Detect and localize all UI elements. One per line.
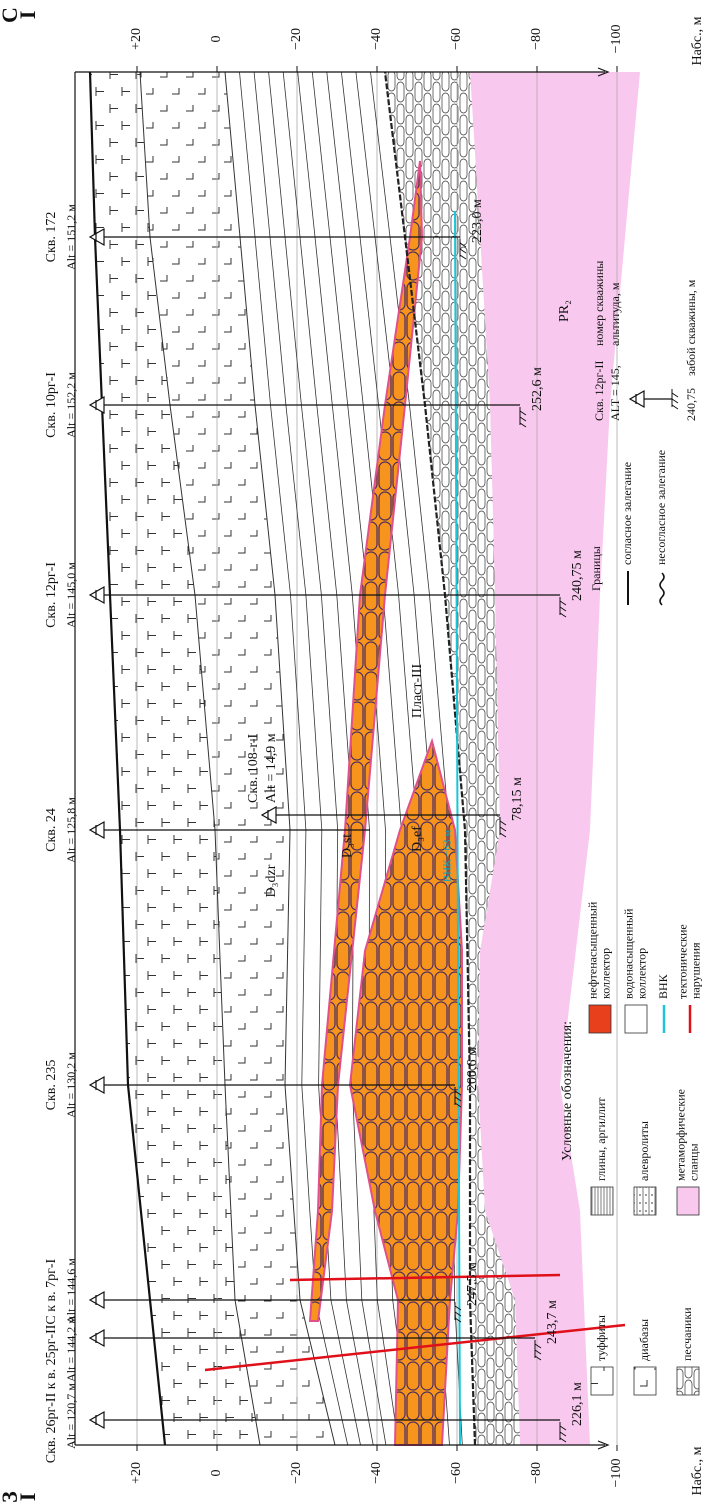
y-tick-label: −20 <box>289 28 304 50</box>
legend-label: 240,75 <box>684 388 698 421</box>
legend-swatch <box>660 573 664 605</box>
formation-label: PR₂ <box>557 300 572 322</box>
y-tick-label: −40 <box>369 28 384 50</box>
y-tick-label: −20 <box>289 1462 304 1484</box>
formation-label: D₃ef <box>410 826 425 852</box>
axis-title: Набс., м <box>690 16 705 65</box>
well-depth: 78,15 м <box>510 777 525 821</box>
legend-label: ВНК <box>656 973 670 999</box>
legend-label: согласное залегание <box>620 462 634 565</box>
derrick <box>90 397 104 413</box>
derrick <box>90 1412 104 1428</box>
y-tick-label: −100 <box>609 25 624 54</box>
legend-label: номер скважины <box>592 261 606 346</box>
section-end-number: I <box>15 1493 40 1502</box>
legend-label: нефтенасыщенный <box>585 901 599 999</box>
legend-label: несогласное залегание <box>654 450 668 565</box>
legend-label: песчаники <box>680 1307 694 1361</box>
derrick <box>90 1077 104 1093</box>
well-name: Скв. 108-r-I <box>246 734 261 803</box>
derrick <box>90 1330 104 1346</box>
formation-label: Пласт-III <box>410 664 425 719</box>
legend-label: альтитуда, м <box>608 282 622 346</box>
well-depth: 226,1 м <box>570 1382 585 1426</box>
derrick <box>90 822 104 838</box>
legend-swatch <box>677 1187 699 1215</box>
well-alt: Alt = 152,2 м <box>64 372 78 438</box>
well-name: Скв. 235 <box>44 1060 59 1111</box>
derrick <box>630 391 644 407</box>
well-alt: Alt = 145,0 м <box>64 562 78 628</box>
y-tick-label: 0 <box>209 36 224 43</box>
legend-label: глины, аргиллит <box>594 1097 608 1181</box>
legend-label: сланцы <box>686 1143 700 1181</box>
legend-swatch <box>591 1187 613 1215</box>
well-alt: Alt = 120,7 м <box>64 1383 78 1449</box>
legend-swatch <box>591 1367 613 1395</box>
well-depth: 200,6 м <box>465 1047 480 1091</box>
derrick <box>90 1292 104 1308</box>
legend-swatch <box>589 1005 611 1033</box>
legend-label: туффиты <box>594 1315 608 1361</box>
well-alt: Alt = 14,9 м <box>264 733 279 803</box>
well-alt: Alt = 125,8 м <box>64 797 78 863</box>
well-depth: 243,7 м <box>545 1300 560 1344</box>
legend-label: тектонические <box>675 924 689 999</box>
y-tick-label: −60 <box>449 28 464 50</box>
formation-label: D₃dzr <box>264 864 279 897</box>
formation-label: D₃st <box>340 834 355 858</box>
well-name: Скв. 172 <box>44 212 59 263</box>
y-tick-label: 0 <box>209 1470 224 1477</box>
section-rotated: +20 +20 0 0 −20 −20 −40 −40 −60 −60 −80 −80 −100 −100… <box>0 7 705 1503</box>
legend-label: нарушения <box>688 942 702 999</box>
legend-label: диабазы <box>637 1319 651 1361</box>
y-tick-label: −60 <box>449 1462 464 1484</box>
axis-title: Набс., м <box>690 1446 705 1495</box>
y-tick-label: −40 <box>369 1462 384 1484</box>
section-end-number: I <box>15 11 40 20</box>
y-tick-label: −100 <box>609 1459 624 1488</box>
y-tick-label: +20 <box>129 1462 144 1484</box>
section-figure: +20 +20 0 0 −20 −20 −40 −40 −60 −60 −80 −80 −100 −100… <box>0 0 718 1511</box>
legend-swatch <box>634 1367 656 1395</box>
well-group-title: Скв. 26рг-II к в. 25рг-IIС к в. 7рг-I <box>44 1258 59 1463</box>
legend-label: водонасыщенный <box>621 908 635 999</box>
legend-label: Скв. 12рг-II <box>592 361 606 421</box>
legend-label: метаморфические <box>673 1089 687 1181</box>
well-alt: Alt = 130,2 м <box>64 1052 78 1118</box>
legend-boundaries-title: Границы <box>589 546 603 591</box>
well-name: Скв. 12рг-I <box>44 562 59 628</box>
derrick <box>90 587 104 603</box>
legend-label: алевролиты <box>637 1121 651 1181</box>
y-tick-label: −80 <box>529 1462 544 1484</box>
well-depth: 252,6 м <box>530 367 545 411</box>
well-depth: 223,0 м <box>470 199 485 243</box>
well-name: Скв. 24 <box>44 808 59 852</box>
legend-title: Условные обозначения: <box>560 1021 575 1161</box>
legend-label: коллектор <box>598 948 612 999</box>
legend-label: ALT = 145, <box>608 365 622 421</box>
y-tick-label: −80 <box>529 28 544 50</box>
well-depth: 247,5 м <box>465 1262 480 1306</box>
legend-swatch <box>625 1005 647 1033</box>
legend-label: забой скважины, м <box>684 279 698 376</box>
well-depth: 240,75 м <box>570 550 585 601</box>
well-alt: Alt = 144,6 м <box>64 1258 78 1324</box>
well-alt: Alt = 151,2 м <box>64 204 78 270</box>
legend-swatch <box>677 1367 699 1395</box>
well-alt: Alt = 144,2 м <box>64 1316 78 1382</box>
legend-swatch <box>634 1187 656 1215</box>
legend-label: коллектор <box>634 948 648 999</box>
formation-label: ВНК −63 м <box>442 830 454 882</box>
page: { "header": {"left": {"letter": "З", "nu… <box>0 0 718 1511</box>
well-name: Скв. 10рг-I <box>44 372 59 438</box>
well-bottom-hatch <box>672 389 678 409</box>
y-tick-label: +20 <box>129 28 144 50</box>
